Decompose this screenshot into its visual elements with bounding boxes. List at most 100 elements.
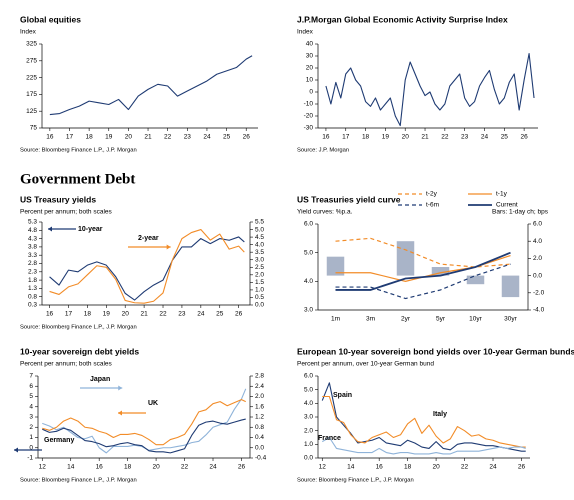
chart-title: US Treasuries yield curve <box>297 194 401 204</box>
y-tick-label: 3 <box>29 414 33 421</box>
series-line <box>321 382 526 452</box>
x-tick-label: 20 <box>125 134 133 141</box>
y-tick-label: 6.0 <box>304 373 313 380</box>
x-tick-label: 22 <box>159 311 167 318</box>
x-tick-label: 19 <box>103 311 111 318</box>
y2-tick-label: -2.0 <box>533 290 545 297</box>
y-tick-label: 75 <box>30 125 38 132</box>
x-tick-label: 22 <box>181 464 189 471</box>
series-label: 10-year <box>78 226 103 233</box>
y-tick-label: 5.0 <box>304 386 313 393</box>
x-tick-label: 10yr <box>469 316 482 323</box>
y-tick-label: -30 <box>304 125 314 132</box>
bar <box>326 256 345 276</box>
y-tick-label: 0.8 <box>28 293 37 300</box>
x-tick-label: 16 <box>376 464 384 471</box>
series-line <box>49 55 253 116</box>
y-tick-label: -10 <box>304 101 314 108</box>
annotation-arrowhead <box>118 410 122 416</box>
y2-tick-label: 4.5 <box>255 234 264 241</box>
y-tick-label: 1 <box>29 434 33 441</box>
x-tick-label: 18 <box>404 464 412 471</box>
y-tick-label: 2.0 <box>304 427 313 434</box>
series-label: Germany <box>44 437 74 444</box>
y2-tick-label: 5.0 <box>255 226 264 233</box>
y-tick-label: -1 <box>27 455 33 462</box>
x-tick-label: 21 <box>421 134 429 141</box>
chart-title: European 10-year sovereign bond yields o… <box>297 346 574 356</box>
x-tick-label: 26 <box>521 134 529 141</box>
chart-title: US Treasury yields <box>20 194 96 204</box>
y-tick-label: 175 <box>26 91 37 98</box>
x-tick-label: 26 <box>235 311 243 318</box>
x-tick-label: 26 <box>238 464 246 471</box>
x-tick-label: 18 <box>84 311 92 318</box>
x-tick-label: 30yr <box>504 316 517 323</box>
y2-tick-label: 6.0 <box>533 221 542 228</box>
x-tick-label: 26 <box>243 134 251 141</box>
x-tick-label: 23 <box>184 134 192 141</box>
source-note: Source: J.P. Morgan <box>297 148 349 154</box>
x-tick-label: 17 <box>66 134 74 141</box>
series-line <box>335 251 511 291</box>
y2-tick-label: 0.8 <box>255 424 264 431</box>
y2-tick-label: 3.0 <box>255 256 264 263</box>
series-line <box>335 263 511 300</box>
source-note: Source: Bloomberg Finance L.P., J.P. Mor… <box>297 478 414 484</box>
series-label: UK <box>148 400 158 407</box>
y2-tick-label: 3.5 <box>255 249 264 256</box>
x-tick-label: 21 <box>144 134 152 141</box>
x-tick-label: 20 <box>402 134 410 141</box>
x-tick-label: 1m <box>331 316 340 323</box>
y2-tick-label: 0.0 <box>533 272 542 279</box>
x-tick-label: 5yr <box>436 316 446 323</box>
y2-tick-label: 0.0 <box>255 302 264 309</box>
x-tick-label: 2yr <box>401 316 411 323</box>
source-note: Source: Bloomberg Finance L.P., J.P. Mor… <box>20 325 137 331</box>
series-label: Spain <box>333 392 352 399</box>
y-tick-label: 0 <box>29 444 33 451</box>
x-tick-label: 17 <box>65 311 73 318</box>
y2-tick-label: 2.0 <box>533 255 542 262</box>
series-label: France <box>318 435 341 442</box>
x-tick-label: 24 <box>203 134 211 141</box>
y-tick-label: 225 <box>26 74 37 81</box>
x-tick-label: 25 <box>501 134 509 141</box>
y-tick-label: 40 <box>306 41 314 48</box>
y-tick-label: 0.0 <box>304 455 313 462</box>
x-tick-label: 19 <box>382 134 390 141</box>
series-line <box>42 418 246 454</box>
y-tick-label: -20 <box>304 113 314 120</box>
x-tick-label: 25 <box>223 134 231 141</box>
x-tick-label: 23 <box>461 134 469 141</box>
x-tick-label: 23 <box>178 311 186 318</box>
y-tick-label: 5 <box>29 393 33 400</box>
x-tick-label: 22 <box>441 134 449 141</box>
x-tick-label: 20 <box>432 464 440 471</box>
annotation-arrowhead <box>166 244 171 250</box>
y-tick-label: 1.3 <box>28 285 37 292</box>
y-tick-label: 4 <box>29 403 33 410</box>
source-note: Source: Bloomberg Finance L.P., J.P. Mor… <box>20 478 137 484</box>
x-tick-label: 12 <box>39 464 47 471</box>
y2-tick-label: 4.0 <box>255 241 264 248</box>
y2-tick-label: 2.0 <box>255 272 264 279</box>
chart-subtitle: Index <box>297 29 314 36</box>
y-tick-label: 1.8 <box>28 277 37 284</box>
x-tick-label: 24 <box>481 134 489 141</box>
annotation-arrowhead <box>14 447 18 453</box>
series-line <box>335 237 511 268</box>
y2-tick-label: 5.5 <box>255 219 264 226</box>
series-line <box>325 53 535 127</box>
y-tick-label: 2.8 <box>28 260 37 267</box>
y2-tick-label: 2.4 <box>255 383 264 390</box>
y-tick-label: 4.8 <box>28 227 37 234</box>
y-tick-label: 3.8 <box>28 244 37 251</box>
chart-title: Global equities <box>20 14 81 24</box>
x-tick-label: 24 <box>197 311 205 318</box>
x-tick-label: 18 <box>86 134 94 141</box>
series-label: Japan <box>90 376 110 383</box>
y2-tick-label: 1.2 <box>255 414 264 421</box>
y2-tick-label: 2.8 <box>255 373 264 380</box>
